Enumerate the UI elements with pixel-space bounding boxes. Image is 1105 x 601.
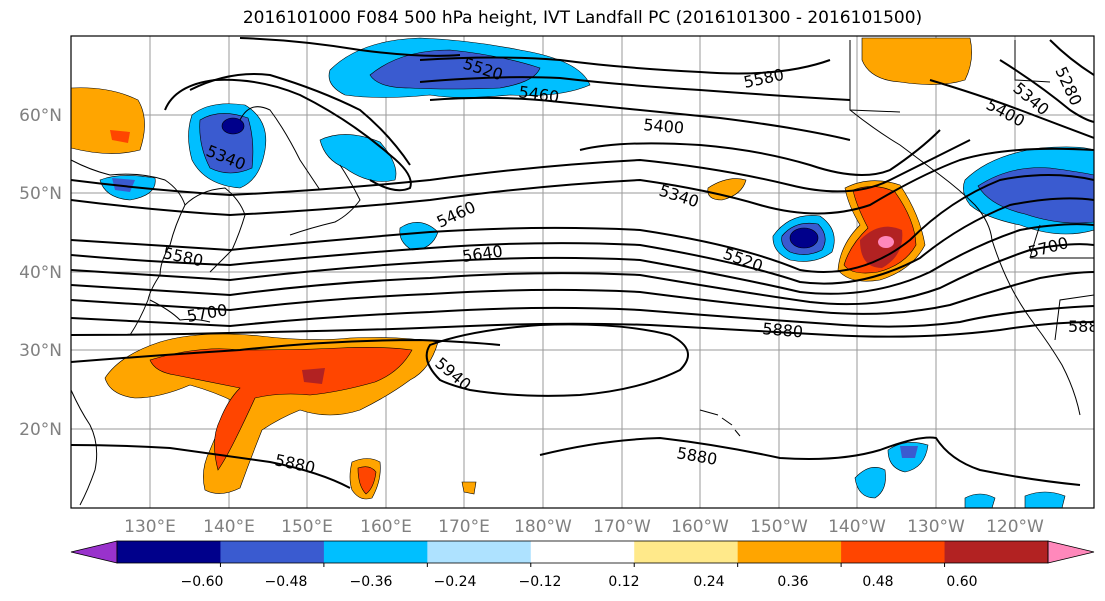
colorbar-extend-low — [70, 540, 118, 564]
lat-label: 30°N — [19, 341, 62, 361]
colorbar-tick-label: −0.36 — [350, 574, 393, 590]
lon-label: 170°W — [593, 517, 651, 537]
lon-label: 160°E — [360, 517, 412, 537]
contour-label: 5460 — [434, 197, 479, 231]
contour-label: 5280 — [1051, 64, 1085, 109]
colorbar — [70, 540, 1095, 567]
contour-label: 5940 — [431, 354, 474, 395]
contour-label: 5880 — [675, 443, 718, 469]
contour-label: 5880 — [762, 319, 804, 341]
colorbar-segment — [737, 541, 842, 563]
lat-label: 20°N — [19, 420, 62, 440]
lon-label: 170°E — [438, 517, 490, 537]
lon-label: 130°W — [907, 517, 965, 537]
colorbar-tick-label: 0.48 — [862, 574, 893, 590]
colorbar-segment — [323, 541, 428, 563]
colorbar-extend-high — [1047, 540, 1095, 564]
colorbar-tick-label: 0.12 — [608, 574, 639, 590]
colorbar-tick-label: −0.24 — [434, 574, 477, 590]
map-area: 5520 5460 5580 5400 5340 5340 5460 5640 … — [71, 36, 1105, 508]
contour-label: 5880 — [1068, 317, 1105, 336]
contour-label: 5700 — [185, 300, 228, 326]
lon-label: 140°W — [828, 517, 886, 537]
colorbar-tick-label: −0.12 — [519, 574, 562, 590]
colorbar-tick-labels: −0.60 −0.48 −0.36 −0.24 −0.12 0.12 0.24 … — [181, 574, 978, 590]
lat-label: 60°N — [19, 106, 62, 126]
contour-label: 5520 — [721, 244, 766, 276]
colorbar-tick-label: 0.36 — [777, 574, 808, 590]
colorbar-segment — [841, 541, 946, 563]
colorbar-segment — [427, 541, 532, 563]
lon-label: 140°E — [203, 517, 255, 537]
lon-label: 150°E — [281, 517, 333, 537]
colorbar-segment — [117, 541, 221, 563]
ivt-shading — [71, 37, 1094, 508]
colorbar-tick-label: −0.60 — [181, 574, 224, 590]
contour-label: 5340 — [657, 181, 702, 212]
lat-label: 50°N — [19, 184, 62, 204]
lon-label: 130°E — [124, 517, 176, 537]
colorbar-frame — [116, 540, 1049, 564]
lon-label: 150°W — [750, 517, 808, 537]
lon-label: 180°W — [514, 517, 572, 537]
colorbar-segment — [634, 541, 739, 563]
latitude-labels: 60°N 50°N 40°N 30°N 20°N — [19, 106, 62, 440]
colorbar-segment — [220, 541, 325, 563]
colorbar-tick-label: −0.48 — [265, 574, 308, 590]
colorbar-segment — [944, 541, 1049, 563]
height-contours — [71, 37, 1094, 489]
map-frame — [70, 35, 1095, 509]
contour-label: 5880 — [273, 450, 317, 477]
gridlines — [71, 36, 1094, 508]
map-title: 2016101000 F084 500 hPa height, IVT Land… — [242, 8, 923, 28]
colorbar-tick-label: 0.60 — [946, 574, 977, 590]
contour-label: 5400 — [643, 115, 685, 137]
colorbar-tick-label: 0.24 — [693, 574, 724, 590]
colorbar-segment — [530, 541, 635, 563]
longitude-labels: 130°E 140°E 150°E 160°E 170°E 180°W 170°… — [124, 517, 1044, 537]
lon-label: 120°W — [986, 517, 1044, 537]
contour-labels: 5520 5460 5580 5400 5340 5340 5460 5640 … — [161, 54, 1105, 478]
lon-label: 160°W — [671, 517, 729, 537]
lat-label: 40°N — [19, 263, 62, 283]
